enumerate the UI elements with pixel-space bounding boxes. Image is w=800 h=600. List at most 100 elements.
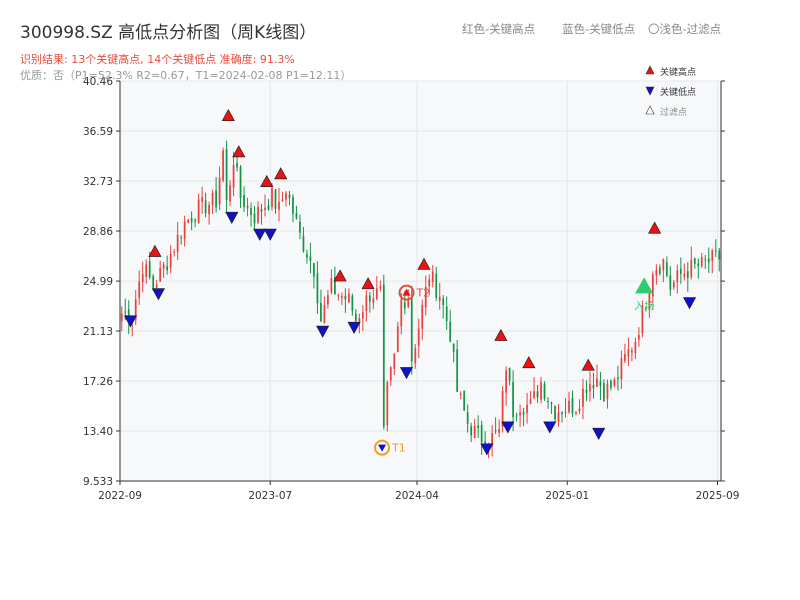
t1-marker: [374, 439, 391, 456]
candle-body: [690, 259, 693, 277]
candle-body: [634, 342, 637, 353]
candle-body: [347, 293, 350, 303]
candle-body: [505, 370, 507, 393]
candle-body: [173, 251, 176, 253]
candle-body: [428, 279, 431, 287]
candle-body: [260, 209, 263, 212]
result-summary: 识别结果: 13个关键高点, 14个关键低点 准确度: 91.3%: [20, 53, 295, 66]
candle-body: [421, 305, 424, 329]
candle-body: [693, 258, 696, 264]
candle-body: [288, 194, 291, 198]
key-low-marker: [682, 297, 697, 310]
candle-body: [159, 268, 162, 282]
candle-body: [239, 166, 242, 199]
candle-body: [515, 415, 518, 417]
candle-body: [589, 384, 591, 392]
key-low-marker: [399, 367, 414, 380]
candle-body: [365, 295, 368, 312]
candle-body: [508, 367, 511, 381]
candle-body: [375, 288, 378, 299]
candle-body: [134, 299, 137, 320]
candle-body: [501, 391, 504, 428]
candle-body: [554, 406, 556, 420]
candle-body: [267, 205, 270, 210]
chart-title: 300998.SZ 高低点分析图（周K线图）: [20, 23, 317, 43]
legend-low-label: 关键低点: [660, 86, 696, 98]
candle-body: [187, 219, 190, 223]
candle-body: [358, 318, 361, 322]
candle-body: [341, 296, 343, 299]
candle-body: [285, 193, 287, 200]
candle-body: [536, 391, 539, 398]
t2-high-marker: [402, 288, 411, 296]
key-high-marker: [417, 257, 431, 270]
candle-body: [292, 197, 294, 214]
legend-low-icon: [645, 86, 655, 96]
candle-body: [271, 188, 273, 207]
candle-body: [236, 163, 238, 168]
candle-body: [683, 273, 686, 277]
legend-blue-low: 蓝色-关键低点: [562, 22, 636, 36]
quality-note: 优质：否（P1=52.3% R2=0.67，T1=2024-02-08 P1=1…: [20, 69, 352, 82]
candle-body: [316, 273, 319, 304]
key-low-marker: [151, 288, 166, 301]
candle-body: [197, 199, 200, 224]
candle-body: [368, 295, 371, 302]
candle-body: [438, 296, 441, 301]
candle-body: [449, 321, 452, 342]
candle-body: [697, 263, 700, 267]
candle-body: [169, 253, 172, 268]
candle-body: [414, 348, 417, 364]
candle-body: [424, 286, 427, 308]
candle-body: [575, 412, 577, 414]
y-tick-label: 28.86: [83, 226, 113, 238]
t1-low-marker: [378, 444, 387, 452]
candle-body: [379, 286, 382, 289]
entry-marker: [635, 277, 654, 294]
key-low-marker: [592, 427, 606, 441]
candle-body: [281, 199, 284, 202]
candle-body: [403, 302, 406, 309]
candle-body: [299, 221, 301, 233]
x-tick-label: 2024-04: [395, 490, 439, 502]
candle-body: [550, 402, 553, 405]
candle-body: [201, 197, 203, 202]
candle-body: [459, 393, 462, 395]
t1-label: T1: [391, 442, 406, 455]
candle-body: [155, 284, 158, 288]
key-high-marker: [361, 277, 375, 290]
candle-body: [180, 237, 183, 239]
candle-body: [435, 274, 438, 298]
candle-body: [410, 297, 413, 362]
candle-body: [651, 274, 654, 297]
candle-body: [222, 150, 224, 181]
candle-body: [512, 382, 514, 418]
candle-body: [232, 164, 235, 188]
candle-body: [456, 349, 459, 392]
y-tick-label: 13.40: [83, 426, 113, 438]
candle-body: [393, 353, 396, 369]
candle-body: [522, 412, 525, 415]
candle-body: [243, 195, 245, 208]
candle-body: [470, 426, 473, 436]
candle-body: [700, 257, 703, 266]
x-tick-label: 2025-01: [545, 490, 589, 502]
candle-body: [372, 298, 375, 304]
candle-body: [679, 268, 682, 274]
candle-body: [204, 200, 207, 214]
y-tick-label: 40.46: [83, 76, 113, 88]
candle-body: [463, 390, 466, 411]
candle-body: [582, 388, 584, 407]
candle-body: [672, 282, 675, 288]
candle-body: [120, 313, 123, 322]
candle-body: [211, 192, 214, 206]
x-tick-label: 2022-09: [98, 490, 142, 502]
candle-body: [208, 205, 210, 215]
candle-body: [407, 300, 410, 307]
candle-body: [320, 302, 322, 322]
y-tick-label: 21.13: [83, 326, 113, 338]
candle-body: [658, 267, 661, 274]
candle-body: [124, 311, 127, 313]
candle-body: [707, 258, 710, 263]
